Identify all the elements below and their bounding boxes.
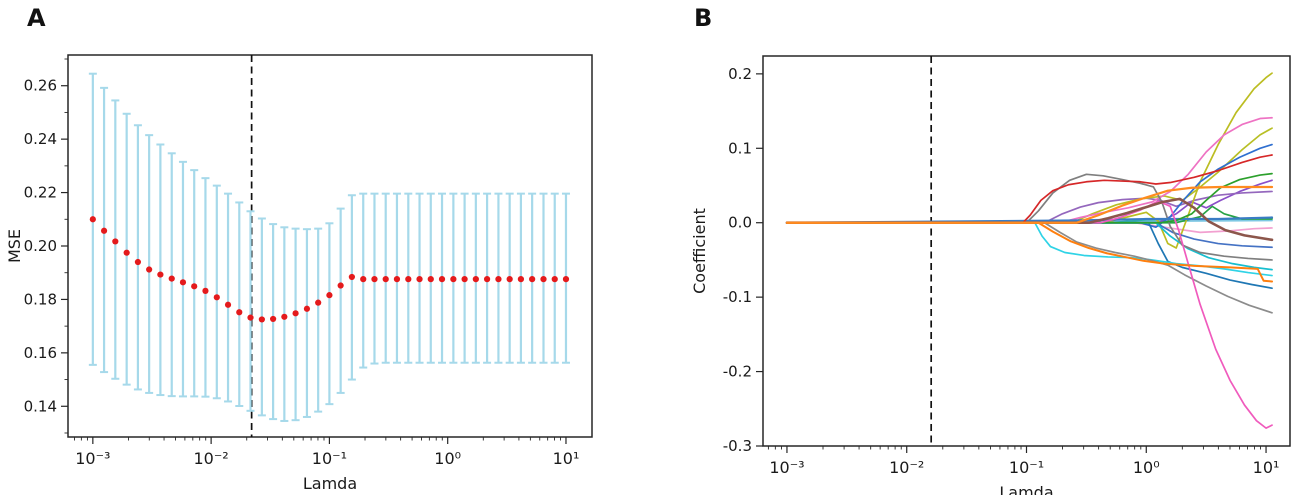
x-tick-label: 10⁻²: [194, 449, 229, 468]
mse-point: [529, 276, 536, 283]
coefficient-path-cyan-a: [786, 221, 1273, 277]
coefficient-path-red: [786, 154, 1273, 224]
mse-point: [483, 276, 491, 283]
y-tick-label: -0.1: [723, 288, 752, 306]
mse-point: [562, 276, 570, 283]
y-tick-label: -0.3: [723, 437, 752, 455]
mse-point: [495, 276, 502, 283]
mse-point: [427, 276, 434, 283]
mse-point: [112, 238, 119, 245]
mse-point: [179, 279, 187, 286]
y-tick-label: 0.18: [24, 290, 57, 308]
coefficient-path-gray-a: [786, 173, 1273, 261]
mse-point: [224, 301, 232, 308]
coefficient-path-brown: [785, 197, 1274, 242]
coefficient-path-steelblue-flat: [785, 216, 1274, 224]
x-tick-label: 10⁻³: [75, 449, 110, 468]
mse-point: [360, 276, 367, 283]
mse-point: [146, 266, 153, 273]
panel-a-label: A: [27, 4, 46, 32]
mse-point: [393, 276, 401, 283]
x-tick-label: 10⁻³: [769, 458, 804, 477]
coefficient-path-blue-c: [786, 221, 1273, 290]
mse-point: [270, 315, 277, 323]
x-tick-label: 10¹: [1253, 458, 1280, 477]
mse-point: [506, 276, 513, 283]
panel-b-plot: 10⁻³ 10⁻² 10⁻¹ 10⁰ 10¹ -0.3 -0.2 -0.1 0.0 0.1 0.2 L…: [690, 55, 1291, 495]
mse-point: [202, 287, 209, 294]
coefficient-path-orange-b: [785, 221, 1274, 283]
mse-point: [337, 282, 344, 289]
coefficient-path-gray-b: [786, 221, 1273, 314]
x-axis-label: Lamda: [303, 474, 357, 493]
y-tick-label: 0.24: [24, 130, 57, 148]
mse-point: [416, 276, 423, 283]
y-axis-label: Coefficient: [690, 208, 709, 294]
y-tick-label: 0.16: [24, 344, 57, 362]
mse-point: [438, 276, 446, 283]
coefficient-path-blue-a: [786, 143, 1273, 229]
x-tick-label: 10⁻¹: [312, 449, 347, 468]
mse-point: [168, 275, 175, 282]
y-tick-label: 0.2: [728, 65, 752, 83]
x-axis-label: Lamda: [999, 483, 1053, 495]
coefficient-path-green-a: [786, 172, 1273, 224]
y-tick-label: 0.14: [24, 397, 57, 415]
panel-a-plot: 10⁻³ 10⁻² 10⁻¹ 10⁰ 10¹ 0.14 0.16 0.18 0.20 0.22 0.…: [5, 54, 593, 493]
mse-point: [450, 276, 457, 283]
mse-point: [213, 294, 220, 301]
y-tick-label: 0.1: [728, 139, 752, 157]
coefficient-path-magenta: [786, 200, 1273, 429]
mse-point: [123, 249, 130, 256]
x-minor-ticks: [767, 446, 1262, 450]
coefficient-path-cyan-b: [786, 221, 1273, 271]
mse-point: [461, 276, 468, 283]
y-tick-label: 0.20: [24, 237, 57, 255]
y-tick-label: -0.2: [723, 363, 752, 381]
coefficient-path-blue-b: [786, 221, 1273, 249]
x-tick-label: 10⁻²: [889, 458, 924, 477]
y-tick-label: 0.0: [728, 214, 752, 232]
y-minor-ticks: [64, 58, 68, 434]
mse-point: [382, 276, 389, 283]
mse-point: [247, 314, 254, 321]
mse-point: [472, 276, 479, 283]
mse-point: [540, 276, 547, 283]
mse-point: [258, 316, 265, 323]
coefficient-paths: [785, 72, 1274, 429]
mse-point: [89, 216, 96, 223]
mse-point: [303, 305, 311, 312]
x-tick-label: 10¹: [553, 449, 580, 468]
mse-point: [134, 258, 142, 266]
mse-point: [326, 292, 333, 299]
mse-point: [292, 310, 299, 317]
plot-frame: [762, 55, 1291, 447]
mse-point: [100, 227, 108, 234]
x-tick-label: 10⁰: [1133, 458, 1160, 477]
coefficient-path-orange-a: [785, 185, 1274, 224]
coefficient-path-olive-a: [786, 72, 1273, 249]
y-tick-label: 0.26: [24, 77, 57, 95]
x-minor-ticks: [74, 437, 562, 441]
mse-point: [157, 271, 164, 278]
x-tick-label: 10⁻¹: [1009, 458, 1044, 477]
mse-point: [551, 276, 558, 283]
mse-errorbars: [88, 72, 570, 422]
coefficient-path-pink-flat: [786, 221, 1273, 234]
y-tick-label: 0.22: [24, 184, 57, 202]
mse-points: [89, 216, 570, 323]
y-axis-label: MSE: [5, 229, 24, 263]
mse-point: [191, 283, 198, 290]
mse-point: [405, 276, 412, 283]
mse-point: [371, 276, 378, 283]
mse-point: [348, 273, 355, 281]
panel-b-label: B: [694, 4, 713, 32]
x-tick-label: 10⁰: [434, 449, 461, 468]
mse-point: [281, 313, 288, 320]
mse-point: [315, 299, 322, 306]
mse-point: [517, 276, 525, 283]
mse-point: [236, 309, 243, 316]
